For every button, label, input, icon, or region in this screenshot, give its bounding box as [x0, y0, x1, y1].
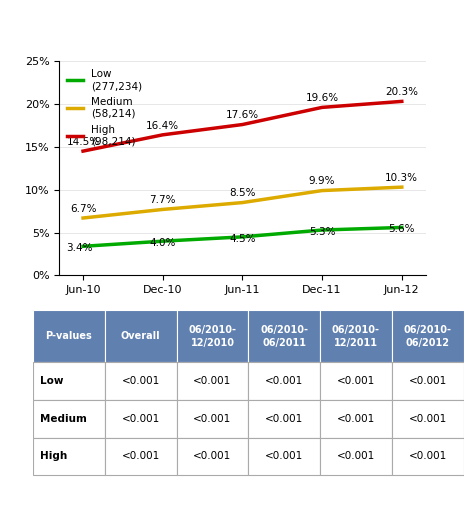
Text: 17.6%: 17.6%	[226, 110, 259, 120]
Text: 10.3%: 10.3%	[385, 173, 418, 183]
FancyBboxPatch shape	[176, 438, 248, 475]
FancyBboxPatch shape	[33, 310, 105, 362]
FancyBboxPatch shape	[392, 310, 464, 362]
Text: 16.4%: 16.4%	[146, 121, 179, 130]
Text: <0.001: <0.001	[122, 414, 160, 424]
FancyBboxPatch shape	[105, 400, 176, 438]
Text: High: High	[40, 451, 68, 462]
Legend: Low
(277,234), Medium
(58,214), High
(98,214): Low (277,234), Medium (58,214), High (98…	[64, 66, 146, 150]
Text: <0.001: <0.001	[409, 451, 447, 462]
Text: <0.001: <0.001	[122, 376, 160, 386]
Text: <0.001: <0.001	[409, 414, 447, 424]
Text: <0.001: <0.001	[193, 414, 232, 424]
FancyBboxPatch shape	[320, 362, 392, 400]
Text: <0.001: <0.001	[337, 376, 375, 386]
Text: <0.001: <0.001	[265, 376, 303, 386]
Text: P-values: P-values	[45, 331, 92, 342]
Text: 3.4%: 3.4%	[66, 243, 92, 253]
FancyBboxPatch shape	[248, 362, 320, 400]
FancyBboxPatch shape	[105, 438, 176, 475]
Text: Overall: Overall	[121, 331, 160, 342]
FancyBboxPatch shape	[320, 400, 392, 438]
Text: 4.5%: 4.5%	[229, 234, 256, 244]
Text: 9.9%: 9.9%	[309, 176, 335, 186]
Text: 8.5%: 8.5%	[229, 188, 256, 199]
Text: <0.001: <0.001	[122, 451, 160, 462]
FancyBboxPatch shape	[176, 362, 248, 400]
Text: <0.001: <0.001	[337, 451, 375, 462]
FancyBboxPatch shape	[33, 400, 105, 438]
FancyBboxPatch shape	[176, 400, 248, 438]
FancyBboxPatch shape	[392, 362, 464, 400]
FancyBboxPatch shape	[320, 310, 392, 362]
Text: <0.001: <0.001	[265, 414, 303, 424]
Text: 19.6%: 19.6%	[306, 93, 339, 103]
Text: 06/2010-
06/2012: 06/2010- 06/2012	[403, 325, 452, 348]
FancyBboxPatch shape	[392, 438, 464, 475]
Text: 5.6%: 5.6%	[388, 224, 415, 234]
Text: <0.001: <0.001	[409, 376, 447, 386]
Text: <0.001: <0.001	[265, 451, 303, 462]
FancyBboxPatch shape	[320, 438, 392, 475]
Text: Medium: Medium	[40, 414, 87, 424]
FancyBboxPatch shape	[392, 400, 464, 438]
FancyBboxPatch shape	[105, 362, 176, 400]
Text: Low: Low	[40, 376, 64, 386]
Text: 6.7%: 6.7%	[70, 204, 96, 214]
FancyBboxPatch shape	[248, 310, 320, 362]
FancyBboxPatch shape	[105, 310, 176, 362]
Text: 14.5%: 14.5%	[67, 137, 100, 147]
Text: 06/2010-
12/2011: 06/2010- 12/2011	[332, 325, 380, 348]
FancyBboxPatch shape	[33, 438, 105, 475]
Text: 20.3%: 20.3%	[385, 87, 418, 97]
Text: 4.0%: 4.0%	[149, 238, 176, 248]
Text: <0.001: <0.001	[193, 376, 232, 386]
FancyBboxPatch shape	[248, 438, 320, 475]
FancyBboxPatch shape	[248, 400, 320, 438]
Text: <0.001: <0.001	[193, 451, 232, 462]
FancyBboxPatch shape	[176, 310, 248, 362]
Text: 5.3%: 5.3%	[309, 227, 335, 237]
Text: 06/2010-
06/2011: 06/2010- 06/2011	[260, 325, 308, 348]
FancyBboxPatch shape	[33, 362, 105, 400]
Text: 06/2010-
12/2010: 06/2010- 12/2010	[188, 325, 236, 348]
Text: <0.001: <0.001	[337, 414, 375, 424]
Text: 7.7%: 7.7%	[149, 195, 176, 205]
